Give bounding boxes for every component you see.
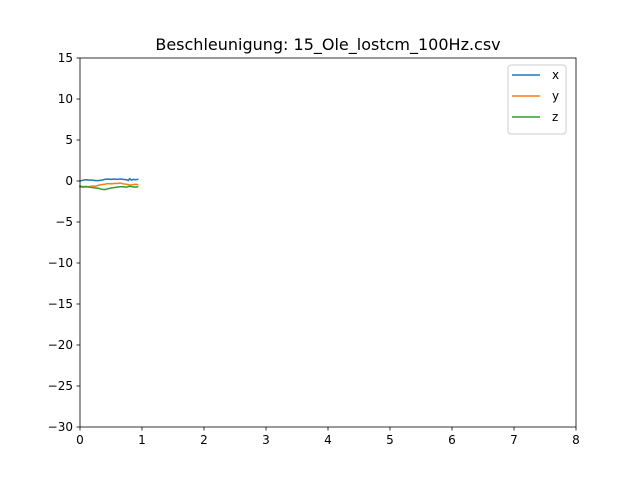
y-tick-label: 0: [65, 174, 73, 188]
y-tick-label: 10: [58, 92, 73, 106]
y-tick-label: −5: [55, 215, 73, 229]
legend-label-y: y: [552, 89, 559, 103]
x-tick-label: 6: [448, 433, 456, 447]
y-tick-label: 5: [65, 133, 73, 147]
y-tick-label: −15: [48, 297, 73, 311]
x-tick-label: 5: [386, 433, 394, 447]
chart-title: Beschleunigung: 15_Ole_lostcm_100Hz.csv: [155, 35, 500, 55]
legend-label-z: z: [552, 110, 558, 124]
y-tick-label: 15: [58, 51, 73, 65]
series-line-z: [79, 185, 139, 191]
x-tick-label: 2: [200, 433, 208, 447]
x-tick-label: 4: [324, 433, 332, 447]
x-tick-label: 1: [138, 433, 146, 447]
x-tick-label: 7: [510, 433, 518, 447]
y-tick-label: −30: [48, 420, 73, 434]
series-line-x: [79, 177, 139, 182]
x-tick-label: 0: [76, 433, 84, 447]
x-tick-label: 3: [262, 433, 270, 447]
legend-label-x: x: [552, 68, 559, 82]
legend: xyz: [507, 64, 567, 135]
y-tick-label: −20: [48, 338, 73, 352]
axes: 0 1 2 3 4 5 6 7 8 15 10 5 0 −5 −10 −15 −20 −25 −30: [48, 51, 580, 447]
y-tick-label: −25: [48, 379, 73, 393]
x-tick-label: 8: [572, 433, 580, 447]
y-tick-label: −10: [48, 256, 73, 270]
plot-area: [79, 177, 139, 191]
